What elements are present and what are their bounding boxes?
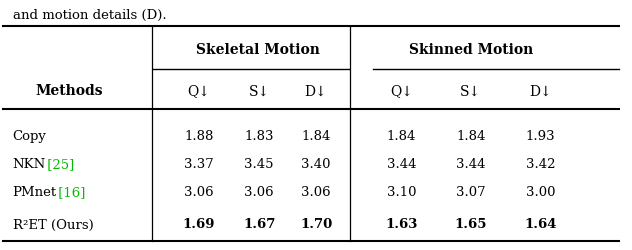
Text: 3.06: 3.06 xyxy=(245,186,274,200)
Text: 1.84: 1.84 xyxy=(301,130,331,143)
Text: 1.88: 1.88 xyxy=(185,130,214,143)
Text: 1.69: 1.69 xyxy=(183,218,216,232)
Text: Q↓: Q↓ xyxy=(390,84,413,98)
Text: S↓: S↓ xyxy=(460,84,482,98)
Text: 3.40: 3.40 xyxy=(301,158,331,172)
Text: 1.84: 1.84 xyxy=(456,130,485,143)
Text: Methods: Methods xyxy=(35,84,104,98)
Text: 3.44: 3.44 xyxy=(456,158,485,172)
Text: 1.65: 1.65 xyxy=(454,218,487,232)
Text: 3.42: 3.42 xyxy=(526,158,555,172)
Text: 3.07: 3.07 xyxy=(456,186,485,200)
Text: [25]: [25] xyxy=(43,158,74,172)
Text: 1.93: 1.93 xyxy=(526,130,555,143)
Text: 1.67: 1.67 xyxy=(243,218,276,232)
Text: [16]: [16] xyxy=(54,186,85,200)
Text: 1.64: 1.64 xyxy=(524,218,557,232)
Text: Q↓: Q↓ xyxy=(188,84,210,98)
Text: 3.44: 3.44 xyxy=(387,158,416,172)
Text: S↓: S↓ xyxy=(248,84,270,98)
Text: D↓: D↓ xyxy=(305,84,327,98)
Text: Skeletal Motion: Skeletal Motion xyxy=(195,43,320,57)
Text: 3.37: 3.37 xyxy=(184,158,214,172)
Text: 1.83: 1.83 xyxy=(245,130,274,143)
Text: 1.70: 1.70 xyxy=(300,218,332,232)
Text: 3.45: 3.45 xyxy=(245,158,274,172)
Text: and motion details (D).: and motion details (D). xyxy=(13,9,166,22)
Text: 3.06: 3.06 xyxy=(185,186,214,200)
Text: D↓: D↓ xyxy=(529,84,552,98)
Text: PMnet: PMnet xyxy=(13,186,57,200)
Text: NKN: NKN xyxy=(13,158,46,172)
Text: 1.84: 1.84 xyxy=(387,130,416,143)
Text: Copy: Copy xyxy=(13,130,47,143)
Text: 3.10: 3.10 xyxy=(387,186,416,200)
Text: 3.00: 3.00 xyxy=(526,186,555,200)
Text: Skinned Motion: Skinned Motion xyxy=(409,43,533,57)
Text: 3.06: 3.06 xyxy=(301,186,331,200)
Text: 1.63: 1.63 xyxy=(385,218,418,232)
Text: R²ET (Ours): R²ET (Ours) xyxy=(13,218,94,232)
